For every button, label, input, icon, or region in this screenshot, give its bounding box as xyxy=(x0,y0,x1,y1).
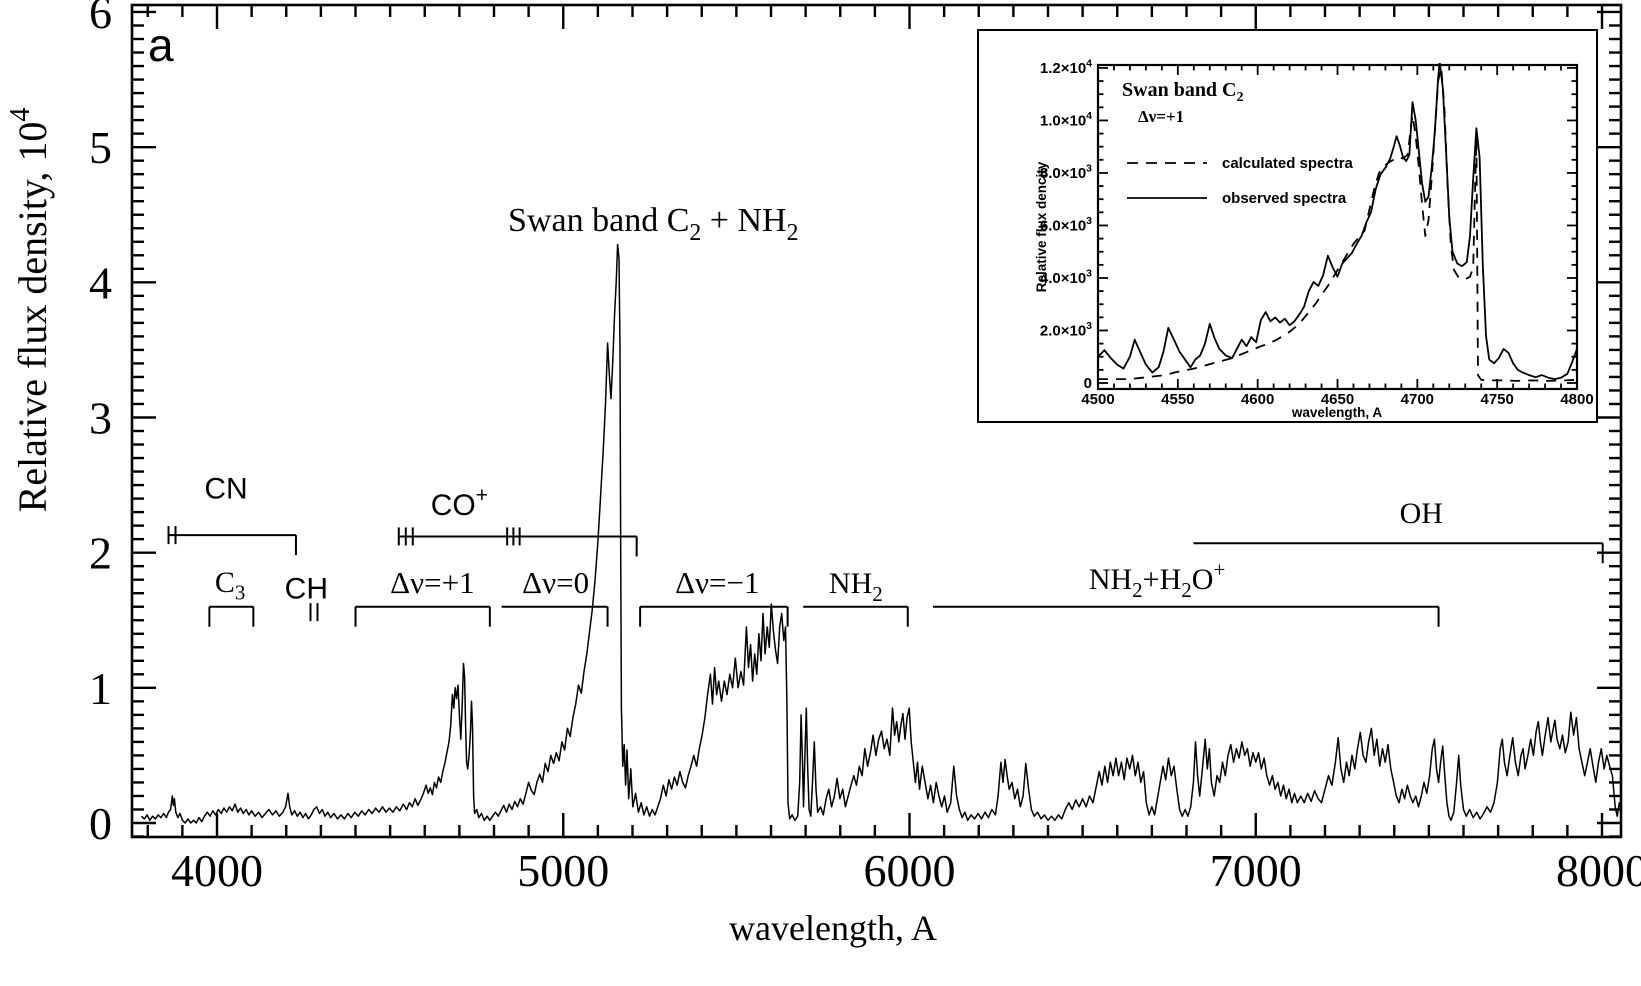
y-tick-label: 0 xyxy=(89,798,112,849)
swan-band-annotation: Swan band C2 + NH2 xyxy=(508,202,798,246)
inset-y-tick-label: 4.0×103 xyxy=(1040,268,1092,287)
band-label-5: Δν=0 xyxy=(522,565,589,600)
x-axis-title: wavelength, A xyxy=(729,908,937,948)
inset-y-tick-label: 2.0×103 xyxy=(1040,320,1092,339)
inset-border-box xyxy=(977,29,1598,423)
inset-line-dashed xyxy=(1098,67,1577,382)
main-plot-frame xyxy=(130,3,1623,839)
x-tick-label: 5000 xyxy=(517,845,609,896)
panel-label: a xyxy=(148,19,174,71)
x-tick-label: 7000 xyxy=(1210,845,1302,896)
x-tick-label: 6000 xyxy=(864,845,956,896)
inset-y-tick-label: 8.0×103 xyxy=(1040,163,1092,182)
band-label-2: CH xyxy=(285,573,328,606)
inset-x-tick-label: 4650 xyxy=(1321,391,1354,408)
inset-y-tick-label: 1.2×104 xyxy=(1040,58,1092,77)
band-label-6: Δν=−1 xyxy=(675,565,759,600)
inset-title: Swan band C2 xyxy=(1122,79,1244,105)
band-label-0: CN xyxy=(204,473,247,506)
x-tick-label: 8000 xyxy=(1556,845,1641,896)
band-label-3: CO+ xyxy=(431,484,488,522)
band-label-4: Δν=+1 xyxy=(390,565,474,600)
y-axis-title: Relative flux density, 104 xyxy=(5,108,55,513)
inset-x-tick-label: 4700 xyxy=(1401,391,1434,408)
inset-subtitle: Δν=+1 xyxy=(1138,107,1184,126)
y-tick-label: 1 xyxy=(89,663,112,714)
band-label-9: OH xyxy=(1400,497,1443,530)
y-tick-label: 5 xyxy=(89,122,112,173)
x-tick-label: 4000 xyxy=(171,845,263,896)
inset-line-solid xyxy=(1098,63,1577,381)
band-label-1: C3 xyxy=(215,566,246,605)
inset-x-axis-title: wavelength, A xyxy=(1291,405,1383,420)
inset-y-tick-label: 0 xyxy=(1084,375,1092,392)
band-label-8: NH2+H2O+ xyxy=(1089,558,1225,602)
inset-y-tick-label: 6.0×103 xyxy=(1040,215,1092,234)
legend-label-calculated: calculated spectra xyxy=(1222,155,1354,172)
main-spectrum-line xyxy=(140,243,1621,824)
inset-x-tick-label: 4800 xyxy=(1560,391,1593,408)
inset-y-tick-label: 1.0×104 xyxy=(1040,110,1092,129)
inset-x-tick-label: 4750 xyxy=(1480,391,1513,408)
y-tick-label: 4 xyxy=(89,257,112,308)
inset-x-tick-label: 4550 xyxy=(1161,391,1194,408)
band-label-7: NH2 xyxy=(829,567,883,606)
y-tick-label: 2 xyxy=(89,528,112,579)
inset-x-tick-label: 4500 xyxy=(1081,391,1114,408)
y-tick-label: 6 xyxy=(89,0,112,38)
inset-x-tick-label: 4600 xyxy=(1241,391,1274,408)
legend-label-observed: observed spectra xyxy=(1222,190,1347,207)
inset-y-axis-title: Relative flux dencity xyxy=(1034,161,1049,292)
y-tick-label: 3 xyxy=(89,392,112,443)
